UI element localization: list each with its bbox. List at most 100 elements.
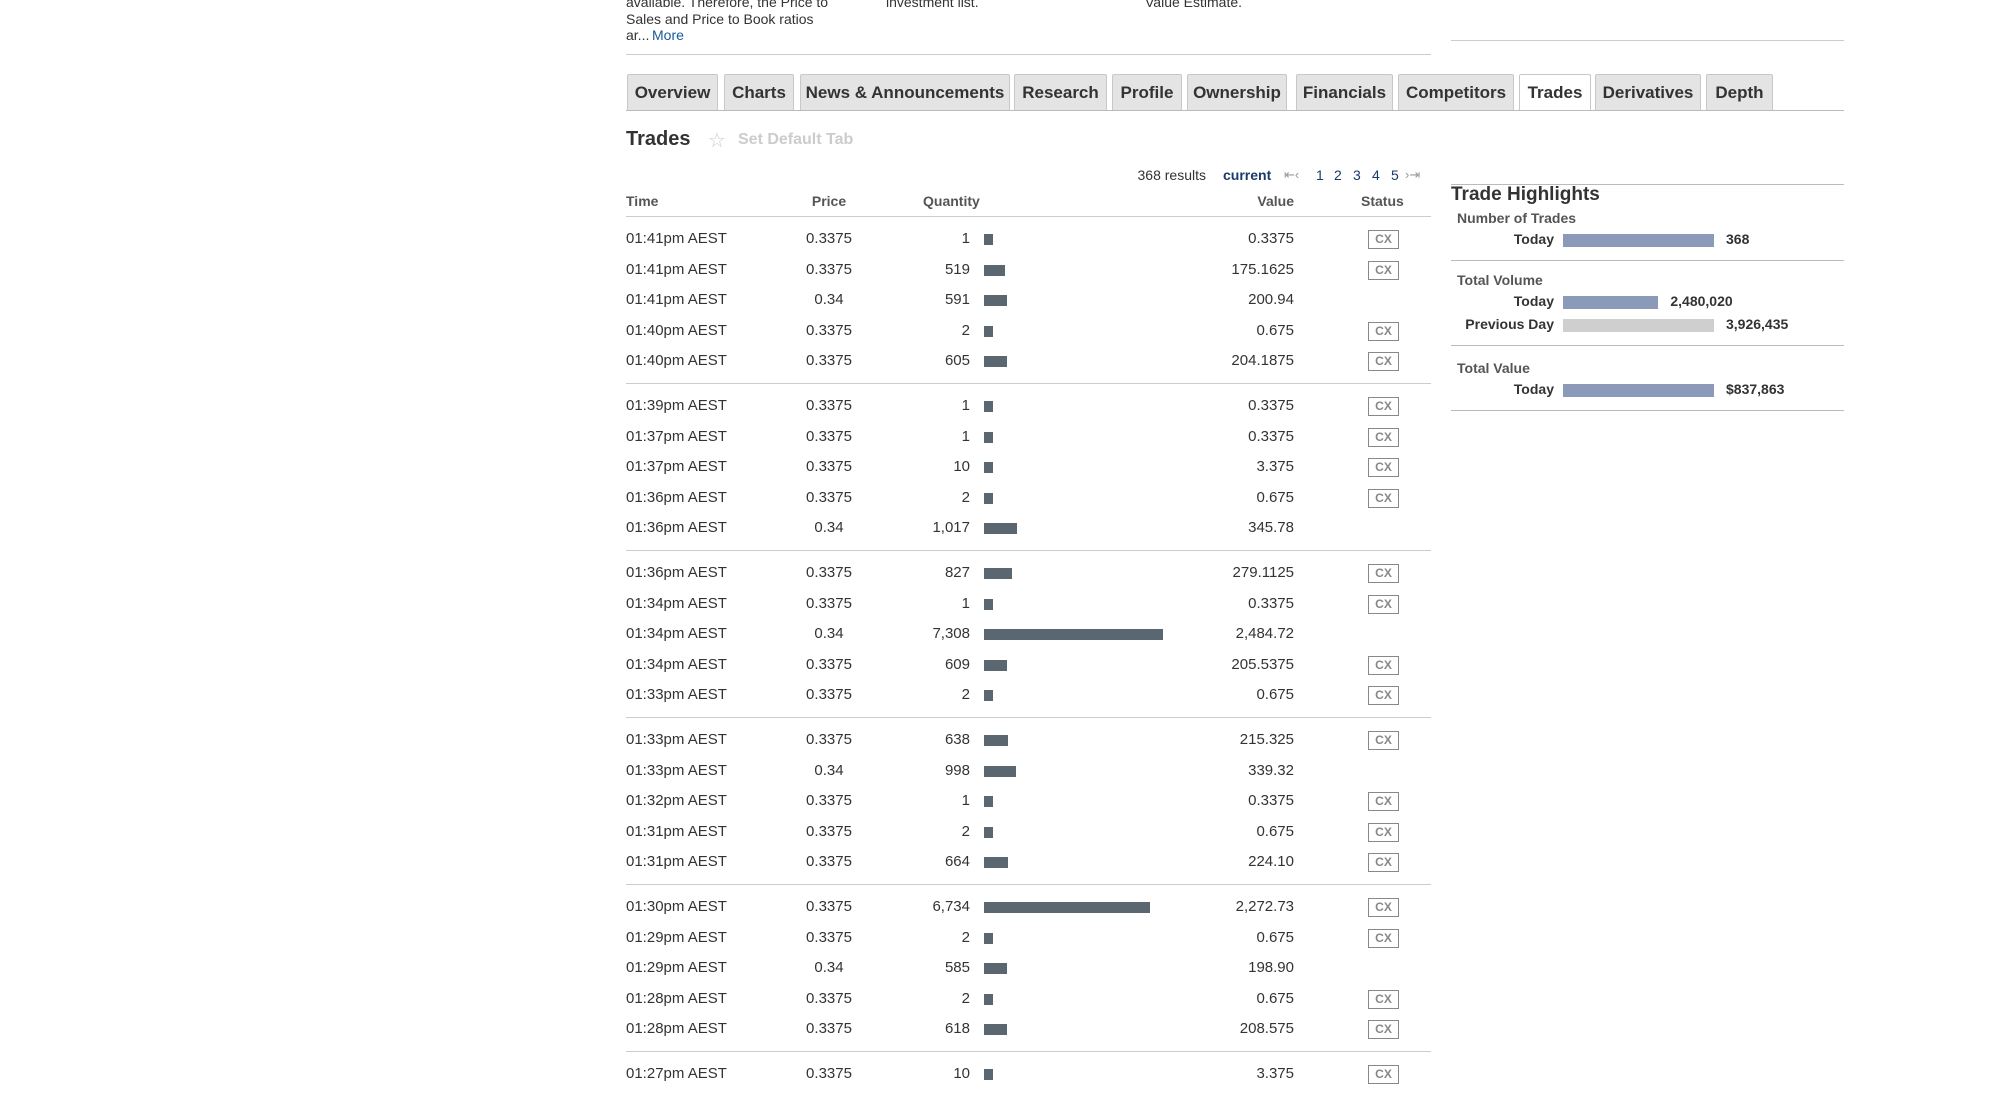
trade-time: 01:28pm AEST	[626, 989, 727, 1007]
trade-quantity: 2	[961, 928, 970, 946]
page-link[interactable]: 3	[1353, 167, 1361, 183]
set-default-tab[interactable]: Set Default Tab	[738, 131, 854, 148]
quantity-bar	[984, 492, 994, 504]
trade-time: 01:31pm AEST	[626, 853, 727, 871]
trade-value: 0.675	[1256, 989, 1294, 1007]
column-header: Price	[811, 193, 847, 209]
page-link[interactable]: 2	[1334, 167, 1342, 183]
trade-time: 01:34pm AEST	[626, 655, 727, 673]
trade-quantity: 1	[961, 230, 970, 247]
tab[interactable]: News & Announcements	[800, 74, 1010, 110]
divider	[1451, 410, 1844, 411]
summary-text: investment list.	[886, 0, 979, 10]
trade-price: 0.3375	[806, 655, 852, 673]
trade-quantity: 1	[961, 792, 970, 810]
trade-time: 01:36pm AEST	[626, 519, 727, 537]
trade-value: 0.675	[1256, 321, 1294, 339]
quantity-bar	[984, 568, 1013, 579]
trade-time: 01:29pm AEST	[626, 928, 727, 946]
more-link[interactable]: More	[652, 27, 684, 43]
star-icon[interactable]: ☆	[708, 130, 726, 152]
trade-value: 175.1625	[1231, 260, 1294, 278]
trade-price: 0.3375	[806, 352, 852, 370]
status-badge: CX	[1368, 564, 1399, 583]
highlight-value: 368	[1726, 231, 1750, 247]
trade-time: 01:30pm AEST	[626, 898, 727, 915]
page-link[interactable]: 4	[1372, 167, 1380, 183]
tab[interactable]: Derivatives	[1595, 74, 1701, 110]
trade-price: 0.3375	[806, 792, 852, 810]
status-badge: CX	[1368, 1065, 1399, 1084]
quantity-bar	[984, 598, 994, 610]
tab[interactable]: Overview	[627, 74, 718, 110]
tab[interactable]: Depth	[1706, 74, 1773, 110]
trade-value: 0.3375	[1248, 792, 1294, 810]
tab[interactable]: Ownership	[1187, 74, 1287, 110]
trade-quantity: 10	[953, 1065, 970, 1082]
trade-time: 01:36pm AEST	[626, 488, 727, 506]
highlight-label: Today	[1513, 293, 1554, 309]
trade-time: 01:32pm AEST	[626, 792, 727, 810]
tab[interactable]: Trades	[1519, 74, 1591, 111]
trade-quantity: 2	[961, 321, 970, 339]
trade-price: 0.3375	[806, 458, 852, 476]
trade-price: 0.34	[814, 625, 844, 643]
highlight-bar	[1563, 319, 1714, 332]
group-divider	[626, 884, 1431, 886]
trade-price: 0.34	[814, 291, 844, 309]
trade-quantity: 827	[944, 564, 970, 581]
trade-time: 01:29pm AEST	[626, 959, 727, 977]
page-link[interactable]: 1	[1316, 167, 1324, 183]
section-title: Trades	[626, 128, 691, 150]
quantity-bar	[984, 690, 994, 702]
quantity-bar	[984, 902, 1150, 913]
summary-text: ar...	[626, 27, 650, 43]
trade-value: 0.3375	[1248, 397, 1294, 414]
tab[interactable]: Financials	[1296, 74, 1393, 110]
trade-value: 3.375	[1256, 458, 1294, 476]
status-badge: CX	[1368, 397, 1399, 416]
trade-quantity: 605	[944, 352, 970, 370]
status-badge: CX	[1368, 686, 1399, 706]
trade-quantity: 7,308	[932, 625, 970, 643]
highlight-value: 2,480,020	[1670, 293, 1733, 309]
trade-price: 0.3375	[806, 928, 852, 946]
page-link[interactable]: 5	[1391, 167, 1399, 183]
quantity-bar	[984, 629, 1163, 641]
quantity-bar	[984, 963, 1007, 975]
trade-price: 0.3375	[806, 321, 852, 339]
tab[interactable]: Competitors	[1398, 74, 1514, 110]
trade-time: 01:41pm AEST	[626, 230, 727, 247]
trade-price: 0.3375	[806, 564, 852, 581]
status-badge: CX	[1368, 321, 1399, 341]
group-divider	[626, 717, 1431, 719]
nav-icons[interactable]: ⇤‹	[1284, 167, 1300, 182]
trade-value: 205.5375	[1231, 655, 1294, 673]
tab[interactable]: Profile	[1112, 74, 1182, 110]
nav-icons[interactable]: ›⇥	[1405, 167, 1421, 182]
status-badge: CX	[1368, 731, 1399, 750]
highlight-bar	[1563, 234, 1714, 247]
status-badge: CX	[1368, 822, 1399, 842]
quantity-bar	[984, 264, 1006, 276]
trade-price: 0.3375	[806, 686, 852, 704]
tab[interactable]: Research	[1014, 74, 1107, 110]
header-rule	[626, 216, 1431, 217]
trade-quantity: 638	[944, 731, 970, 748]
quantity-bar	[984, 356, 1008, 368]
trade-quantity: 2	[961, 822, 970, 840]
quantity-bar	[984, 659, 1008, 671]
status-badge: CX	[1368, 898, 1399, 917]
status-badge: CX	[1368, 427, 1399, 447]
tab[interactable]: Charts	[724, 74, 794, 110]
quantity-bar	[984, 1024, 1008, 1036]
quantity-bar	[984, 857, 1009, 869]
trade-price: 0.3375	[806, 1020, 852, 1038]
trade-time: 01:36pm AEST	[626, 564, 727, 581]
trade-quantity: 2	[961, 686, 970, 704]
status-badge: CX	[1368, 260, 1399, 280]
status-badge: CX	[1368, 594, 1399, 614]
quantity-bar	[984, 234, 994, 245]
group-divider	[626, 1051, 1431, 1053]
